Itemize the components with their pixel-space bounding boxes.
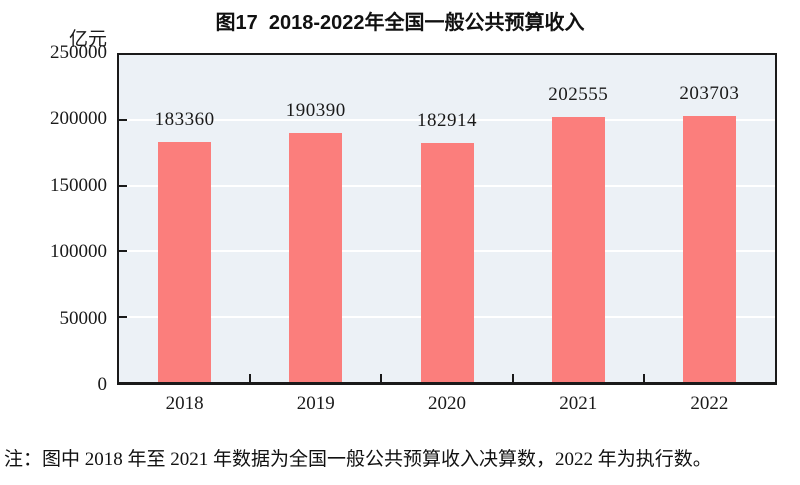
x-axis-label-2021: 2021: [559, 393, 598, 414]
plot-area: 183360 190390 182914 202555 203703: [117, 53, 777, 385]
bar-value-label-2019: 190390: [285, 99, 346, 121]
x-axis-tick-1: [249, 374, 252, 382]
y-axis-tick-100000: [119, 250, 127, 253]
x-axis-tick-3: [511, 374, 514, 382]
bar-value-label-2021: 202555: [548, 84, 609, 106]
x-axis-label-2022: 2022: [690, 393, 729, 414]
chart-footnote: 注：图中 2018 年至 2021 年数据为全国一般公共预算收入决算数，2022…: [4, 449, 712, 470]
bar-2020: [420, 142, 474, 382]
y-axis-unit-label: 亿元: [68, 29, 107, 50]
y-axis-label-50000: 50000: [59, 307, 108, 329]
x-axis-label-2020: 2020: [427, 393, 466, 414]
bar-2022: [682, 115, 736, 382]
y-axis-label-250000: 250000: [50, 42, 107, 63]
y-axis-label-100000: 100000: [50, 241, 107, 263]
y-axis-tick-200000: [119, 119, 127, 122]
bar-2019: [289, 132, 343, 382]
y-axis-label-0: 0: [97, 374, 108, 395]
bar-2021: [551, 117, 605, 382]
y-axis-tick-150000: [119, 184, 127, 187]
gridline-200000: [119, 119, 775, 122]
y-axis-label-200000: 200000: [50, 108, 107, 130]
bar-value-label-2022: 203703: [679, 82, 740, 104]
y-axis-tick-50000: [119, 315, 127, 318]
chart-title: 图17 2018-2022年全国一般公共预算收入: [215, 12, 585, 34]
x-axis-label-2019: 2019: [296, 393, 335, 414]
bar-value-label-2018: 183360: [154, 109, 215, 131]
y-axis-label-150000: 150000: [50, 174, 107, 196]
x-axis-tick-2: [380, 374, 383, 382]
bar-value-label-2020: 182914: [417, 109, 477, 131]
bar-2018: [158, 142, 212, 382]
x-axis-tick-4: [642, 374, 645, 382]
x-axis-label-2018: 2018: [165, 393, 204, 414]
